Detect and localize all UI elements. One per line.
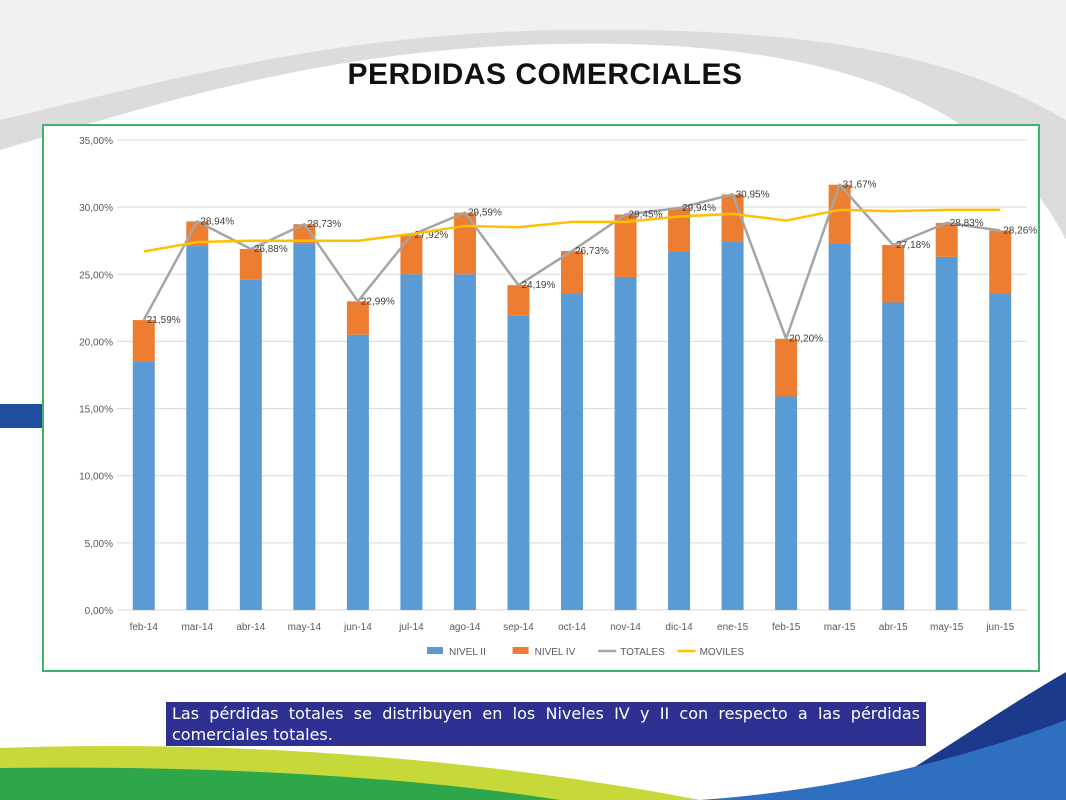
bar-nivel-iv: [614, 214, 637, 277]
x-tick-label: may-15: [930, 622, 964, 633]
top-light-swoosh: [0, 0, 1066, 120]
bar-nivel-iv: [239, 249, 262, 280]
bar-nivel-ii: [507, 315, 530, 610]
y-tick-label: 15,00%: [79, 405, 113, 416]
bar-nivel-iv: [561, 251, 583, 294]
data-label: 24,19%: [521, 280, 555, 291]
bar-nivel-iv: [453, 212, 476, 275]
x-tick-label: may-14: [288, 622, 322, 633]
bar-nivel-ii: [935, 256, 958, 610]
bar-nivel-ii: [293, 243, 316, 610]
stacked-bar-line-chart: 0,00% 5,00% 10,00% 15,00% 20,00% 25,00% 30,00%…: [79, 136, 1037, 658]
bar-nivel-iv: [186, 221, 209, 247]
y-tick-label: 35,00%: [79, 136, 113, 147]
data-label: 29,59%: [468, 208, 502, 219]
data-label: 29,45%: [629, 210, 663, 221]
y-tick-label: 20,00%: [79, 337, 113, 348]
line-moviles: [143, 208, 1001, 253]
data-label: 21,59%: [147, 315, 181, 326]
y-tick-label: 5,00%: [85, 539, 113, 550]
bar-nivel-ii: [614, 276, 637, 610]
data-label: 22,99%: [361, 296, 395, 307]
bar-nivel-ii: [453, 274, 476, 610]
data-label: 26,73%: [575, 246, 609, 257]
line-totales: [142, 183, 1001, 340]
legend-swatch: [427, 647, 443, 654]
legend-label: NIVEL II: [449, 647, 486, 658]
bar-nivel-ii: [721, 242, 744, 611]
y-tick-label: 25,00%: [79, 270, 113, 281]
data-label: 28,94%: [200, 216, 234, 227]
bar-nivel-ii: [828, 243, 851, 610]
data-label: 27,92%: [414, 230, 448, 241]
bar-nivel-ii: [239, 279, 262, 610]
bar-nivel-ii: [775, 396, 798, 610]
x-tick-label: feb-14: [130, 622, 159, 633]
slide-title: PERDIDAS COMERCIALES: [347, 58, 743, 91]
bar-nivel-iv: [400, 235, 423, 275]
chart-frame: 0,00% 5,00% 10,00% 15,00% 20,00% 25,00% 30,00%…: [42, 124, 1040, 672]
legend-label: MOVILES: [700, 647, 745, 658]
x-tick-label: ago-14: [449, 622, 481, 633]
legend-label: NIVEL IV: [535, 647, 576, 658]
x-tick-label: jun-14: [343, 622, 372, 633]
data-label: 28,83%: [950, 218, 984, 229]
x-tick-label: feb-15: [772, 622, 801, 633]
bar-nivel-ii: [668, 251, 691, 610]
bar-nivel-iv: [507, 285, 530, 316]
x-tick-label: jul-14: [398, 622, 424, 633]
bar-nivel-iv: [775, 338, 798, 397]
x-tick-label: abr-15: [879, 622, 908, 633]
bar-nivel-iv: [989, 230, 1012, 294]
x-tick-label: oct-14: [558, 622, 586, 633]
x-tick-label: jun-15: [985, 622, 1014, 633]
bar-nivel-iv: [882, 245, 905, 303]
left-blue-bar: [0, 404, 42, 428]
bottom-blue-wave: [700, 720, 1066, 800]
data-label: 29,94%: [682, 203, 716, 214]
bar-nivel-iv: [346, 301, 369, 335]
y-tick-label: 30,00%: [79, 203, 113, 214]
data-label: 28,26%: [1003, 226, 1037, 237]
data-label: 27,18%: [896, 240, 930, 251]
legend-swatch: [512, 647, 529, 654]
y-tick-label: 0,00%: [85, 606, 113, 617]
data-label: 30,95%: [736, 189, 770, 200]
bar-nivel-ii: [400, 274, 423, 610]
bottom-yellow-wave: [0, 746, 700, 800]
x-tick-label: dic-14: [665, 622, 693, 633]
y-tick-label: 10,00%: [79, 472, 113, 483]
bar-nivel-iv: [668, 207, 691, 252]
data-label: 26,88%: [254, 244, 288, 255]
bar-nivel-iv: [293, 224, 316, 244]
data-label: 20,20%: [789, 334, 823, 345]
x-tick-label: mar-15: [824, 622, 856, 633]
bar-nivel-iv: [935, 222, 958, 257]
bar-nivel-ii: [132, 361, 155, 610]
x-tick-label: ene-15: [717, 622, 749, 633]
bar-nivel-ii: [989, 293, 1012, 610]
x-tick-label: abr-14: [236, 622, 265, 633]
summary-note: Las pérdidas totales se distribuyen en l…: [166, 702, 926, 746]
bar-nivel-ii: [561, 293, 583, 610]
x-tick-label: mar-14: [181, 622, 213, 633]
x-tick-label: nov-14: [610, 622, 641, 633]
bar-nivel-ii: [882, 302, 905, 610]
data-label: 28,73%: [307, 219, 341, 230]
legend-label: TOTALES: [620, 647, 665, 658]
bar-nivel-ii: [186, 246, 209, 610]
x-tick-label: sep-14: [503, 622, 534, 633]
data-label: 31,67%: [843, 180, 877, 191]
bar-nivel-ii: [346, 334, 369, 610]
top-grey-swoosh: [0, 0, 1066, 240]
bar-nivel-iv: [132, 320, 155, 362]
